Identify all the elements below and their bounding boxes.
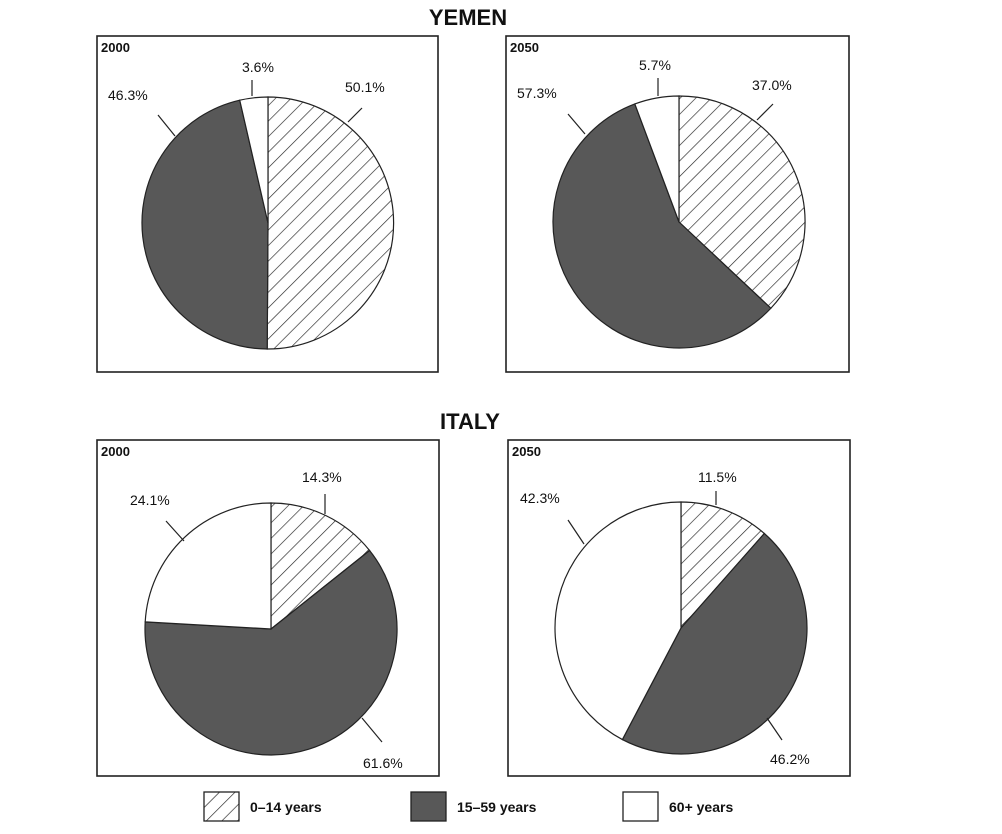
value-label-0-14: 14.3%: [302, 469, 342, 485]
value-label-60-plus: 5.7%: [639, 57, 671, 73]
value-label-60-plus: 24.1%: [130, 492, 170, 508]
panel-year-label: 2000: [101, 444, 130, 459]
leader-line-0-14: [756, 103, 774, 121]
legend-label-60-plus: 60+ years: [669, 799, 733, 815]
pie-slice-60-plus: [144, 502, 272, 630]
pie-slice-0-14: [678, 95, 806, 310]
country-title-italy: ITALY: [440, 409, 500, 434]
pie-panel-yemen-2050: 2050 37.0% 57.3% 5.7%: [505, 35, 850, 373]
value-label-0-14: 50.1%: [345, 79, 385, 95]
pie-panel-italy-2000: 2000 14.3% 61.6% 24.1%: [96, 439, 440, 777]
value-label-0-14: 37.0%: [752, 77, 792, 93]
leader-line-15-59: [361, 717, 383, 743]
leader-line-15-59: [766, 717, 783, 741]
leader-line-60-plus: [567, 519, 585, 545]
pie-slice-15-59: [144, 549, 398, 756]
legend-swatch-15-59: [410, 791, 447, 822]
pie-panel-yemen-2000: 2000 50.1% 46.3% 3.6%: [96, 35, 439, 373]
country-title-yemen: YEMEN: [429, 5, 507, 30]
legend: 0–14 years 15–59 years 60+ years: [203, 791, 733, 822]
value-label-15-59: 46.2%: [770, 751, 810, 767]
pie-slice-60-plus: [239, 96, 269, 224]
value-label-15-59: 57.3%: [517, 85, 557, 101]
pie-slice-0-14: [266, 96, 395, 350]
panel-year-label: 2000: [101, 40, 130, 55]
legend-label-0-14: 0–14 years: [250, 799, 322, 815]
value-label-0-14: 11.5%: [698, 469, 737, 485]
pie-slice-0-14: [680, 501, 766, 630]
value-label-60-plus: 42.3%: [520, 490, 560, 506]
pie-slice-60-plus: [554, 501, 682, 741]
legend-swatch-60-plus: [622, 791, 659, 822]
leader-line-60-plus: [165, 520, 185, 542]
value-label-60-plus: 3.6%: [242, 59, 274, 75]
pie-slice-15-59: [141, 99, 269, 350]
leader-line-15-59: [567, 113, 586, 135]
leader-line-15-59: [157, 114, 176, 137]
leader-line-0-14: [347, 107, 363, 123]
pie-panel-italy-2050: 2050 11.5% 46.2% 42.3%: [507, 439, 851, 777]
pie-slice-0-14: [270, 502, 371, 631]
legend-label-15-59: 15–59 years: [457, 799, 537, 815]
pie-slice-60-plus: [634, 95, 680, 223]
panel-year-label: 2050: [512, 444, 541, 459]
pie-slice-15-59: [621, 532, 808, 755]
value-label-15-59: 61.6%: [363, 755, 403, 771]
value-label-15-59: 46.3%: [108, 87, 148, 103]
legend-swatch-0-14: [203, 791, 240, 822]
panel-year-label: 2050: [510, 40, 539, 55]
pie-slice-15-59: [552, 103, 772, 349]
